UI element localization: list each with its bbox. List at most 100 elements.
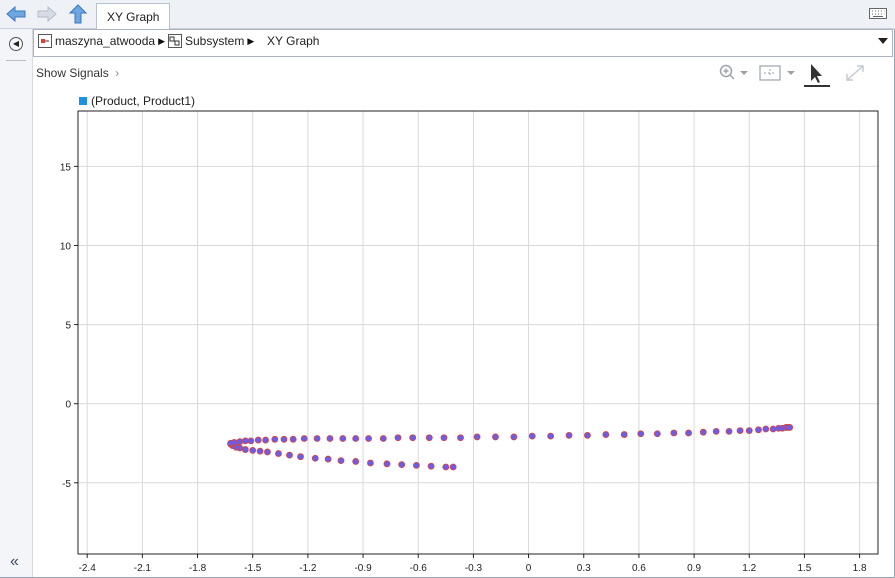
data-point — [670, 429, 678, 437]
data-point — [297, 453, 304, 461]
x-tick-label: -1.5 — [244, 563, 262, 574]
data-point — [289, 435, 297, 443]
y-tick-label: 10 — [60, 241, 72, 252]
data-point — [712, 427, 720, 435]
data-point — [762, 425, 770, 433]
data-point — [769, 425, 777, 433]
data-point — [653, 430, 661, 438]
keyboard-icon[interactable] — [869, 8, 887, 22]
chevron-right-icon: ▶ — [158, 35, 165, 46]
legend-label: (Product, Product1) — [91, 94, 196, 108]
data-point — [685, 429, 692, 437]
breadcrumb-item-current[interactable]: XY Graph — [267, 34, 319, 48]
breadcrumb-label: XY Graph — [267, 34, 320, 48]
data-point — [584, 431, 591, 439]
data-point — [256, 447, 264, 455]
show-signals-label: Show Signals — [36, 66, 109, 80]
x-tick-label: -0.3 — [465, 563, 483, 574]
data-point — [736, 427, 744, 434]
data-point — [254, 436, 262, 444]
data-point — [339, 435, 347, 442]
x-tick-label: -2.4 — [79, 563, 97, 574]
y-tick-label: 15 — [60, 162, 72, 173]
y-tick-label: -5 — [62, 479, 71, 490]
chevron-right-icon: › — [115, 66, 120, 80]
data-point — [409, 434, 417, 442]
breadcrumb-label: maszyna_atwooda — [55, 34, 156, 48]
data-point — [337, 457, 345, 465]
tab-xy-graph[interactable]: XY Graph — [96, 3, 171, 29]
data-point — [249, 446, 257, 454]
x-tick-label: -0.6 — [410, 563, 428, 574]
data-point — [275, 450, 282, 457]
data-point — [492, 433, 499, 441]
data-point — [473, 433, 481, 441]
data-point — [313, 435, 321, 442]
expand-icon[interactable] — [845, 64, 865, 85]
data-point — [440, 434, 448, 442]
data-point — [367, 459, 374, 467]
data-point — [412, 461, 420, 469]
data-point — [311, 454, 319, 462]
data-point — [271, 435, 279, 443]
x-tick-label: 1.2 — [742, 563, 756, 574]
data-point — [264, 448, 271, 456]
x-tick-label: -0.9 — [354, 563, 372, 574]
data-point — [786, 424, 794, 431]
model-icon — [38, 34, 52, 48]
x-tick-label: -2.1 — [134, 563, 152, 574]
data-point — [241, 437, 249, 445]
x-tick-label: 0.6 — [632, 563, 646, 574]
data-point — [324, 455, 332, 463]
show-signals-button[interactable]: Show Signals › — [36, 66, 119, 80]
plot-frame — [77, 110, 879, 555]
data-point — [352, 435, 360, 442]
collapse-icon[interactable]: « — [10, 553, 19, 570]
subsystem-icon — [168, 34, 182, 48]
data-point — [745, 427, 753, 434]
data-point — [510, 433, 518, 441]
chevron-down-icon[interactable] — [878, 38, 888, 44]
data-point — [247, 437, 255, 445]
breadcrumb-item-subsystem[interactable]: Subsystem ▶ — [168, 34, 254, 48]
axis-ticks: -2.4 -2.1 -1.8 -1.5 -1.2 -0.9 -0.6 -0.3 0 0.3 0.6 0… — [60, 162, 867, 574]
data-point — [394, 434, 402, 442]
data-point — [286, 451, 293, 459]
back-icon[interactable] — [5, 4, 27, 24]
data-point — [427, 462, 435, 470]
data-point — [352, 458, 360, 465]
data-point — [425, 434, 433, 442]
data-point — [449, 463, 457, 471]
data-point — [262, 436, 269, 444]
breadcrumb: maszyna_atwooda ▶ Subsystem ▶ XY Graph — [33, 29, 893, 57]
divider — [6, 60, 26, 61]
data-point — [300, 435, 308, 442]
zoom-icon[interactable] — [719, 64, 749, 85]
data-point — [230, 439, 238, 446]
breadcrumb-item-model[interactable]: maszyna_atwooda ▶ — [38, 34, 165, 48]
data-point — [442, 463, 450, 471]
data-point — [565, 431, 573, 439]
x-tick-label: -1.8 — [189, 563, 207, 574]
data-point — [241, 446, 249, 453]
cursor-icon[interactable] — [804, 63, 830, 90]
data-point — [699, 428, 707, 436]
legend-swatch — [79, 97, 87, 105]
data-point — [637, 430, 645, 438]
data-point — [365, 435, 372, 442]
hide-panel-icon[interactable]: ◀ — [9, 37, 23, 51]
fit-icon[interactable] — [759, 64, 797, 85]
x-tick-label: 0.3 — [577, 563, 591, 574]
data-point — [379, 435, 387, 442]
up-icon[interactable] — [67, 4, 89, 24]
data-point — [725, 427, 733, 435]
x-tick-label: 1.8 — [853, 563, 867, 574]
x-tick-label: 0.9 — [687, 563, 701, 574]
forward-icon[interactable] — [36, 4, 58, 24]
data-points — [227, 424, 794, 471]
x-tick-label: -1.2 — [299, 563, 317, 574]
tab-label: XY Graph — [107, 9, 160, 24]
data-point — [547, 432, 555, 440]
breadcrumb-label: Subsystem — [185, 34, 245, 48]
